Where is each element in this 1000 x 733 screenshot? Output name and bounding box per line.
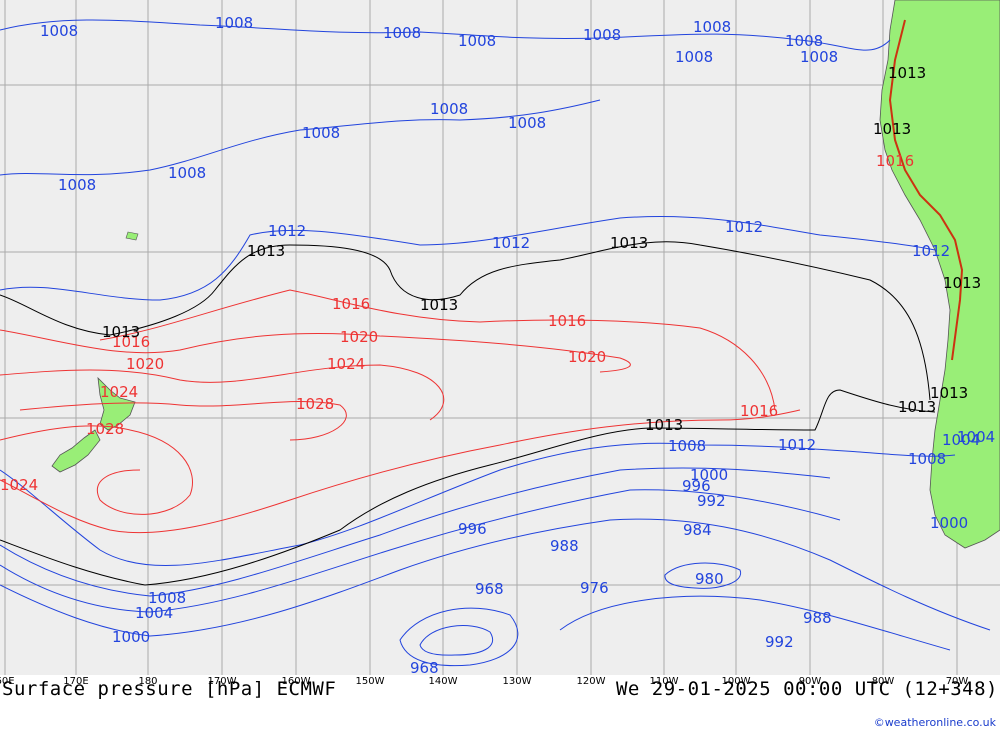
isobar-labels-low: 1008 1008 1008 1008 1008 1008 1008 1008 … — [40, 14, 995, 675]
isobar-label: 996 — [458, 520, 487, 538]
isobar-label: 1008 — [508, 114, 546, 132]
isobar-label: 1020 — [568, 348, 606, 366]
isobar-label: 1000 — [690, 466, 728, 484]
land-islands — [125, 231, 139, 241]
isobar-1013 — [0, 241, 936, 586]
isobar-label: 996 — [682, 477, 711, 495]
isobar-label: 1024 — [0, 476, 38, 494]
isobar-label: 984 — [683, 521, 712, 539]
longitude-label: 90W — [798, 676, 822, 687]
longitude-label: 60E — [0, 676, 15, 687]
isobar-label: 1008 — [458, 32, 496, 50]
isobar-label: 1012 — [492, 234, 530, 252]
isobar-label: 1020 — [340, 328, 378, 346]
longitude-label: 160W — [281, 676, 311, 687]
longitude-label: 180 — [138, 676, 158, 687]
longitude-label: 140W — [428, 676, 458, 687]
isobar-label: 1028 — [86, 420, 124, 438]
longitude-label: 150W — [355, 676, 385, 687]
isobar-label: 1013 — [898, 398, 936, 416]
isobar-label: 1016 — [740, 402, 778, 420]
isobar-label: 1004 — [957, 428, 995, 446]
isobar-label: 1024 — [100, 383, 138, 401]
isobar-label: 1008 — [430, 100, 468, 118]
isobar-label: 1013 — [610, 234, 648, 252]
longitude-label: 80W — [871, 676, 895, 687]
isobar-labels-high: 1016 1016 1016 1016 1020 1020 1020 1024 … — [0, 152, 914, 494]
isobar-label: 1013 — [930, 384, 968, 402]
isobar-label: 992 — [765, 633, 794, 651]
isobar-label: 1020 — [126, 355, 164, 373]
longitude-label: 170W — [207, 676, 237, 687]
isobar-label: 1008 — [583, 26, 621, 44]
isobar-label: 1008 — [215, 14, 253, 32]
isobar-label: 968 — [410, 659, 439, 675]
graticule — [0, 0, 1000, 675]
isobar-label: 1028 — [296, 395, 334, 413]
isobar-label: 1012 — [268, 222, 306, 240]
longitude-label: 170E — [63, 676, 89, 687]
land-south-america — [879, 0, 1000, 549]
longitude-label: 120W — [576, 676, 606, 687]
isobar-label: 1008 — [148, 589, 186, 607]
isobar-label: 1016 — [332, 295, 370, 313]
land-new-zealand — [51, 376, 136, 473]
isobar-label: 1016 — [876, 152, 914, 170]
longitude-label: 100W — [721, 676, 751, 687]
isobar-label: 988 — [550, 537, 579, 555]
isobar-label: 1013 — [247, 242, 285, 260]
isobar-label: 1012 — [778, 436, 816, 454]
footer-bar — [0, 675, 1000, 733]
map-title: Surface pressure [hPa] ECMWF — [2, 678, 337, 700]
isobar-label: 976 — [580, 579, 609, 597]
isobar-label: 1008 — [302, 124, 340, 142]
isobar-label: 1008 — [908, 450, 946, 468]
isobar-label: 1008 — [800, 48, 838, 66]
ocean-background — [0, 0, 1000, 675]
isobar-label: 1016 — [112, 333, 150, 351]
isobar-label: 1000 — [112, 628, 150, 646]
isobar-label: 1004 — [942, 431, 980, 449]
valid-time: We 29-01-2025 00:00 UTC (12+348) — [615, 678, 998, 700]
isobar-label: 1013 — [645, 416, 683, 434]
longitude-label: 70W — [945, 676, 969, 687]
isobar-label: 1008 — [693, 18, 731, 36]
isobars-low — [0, 19, 991, 667]
isobar-label: 1013 — [102, 323, 140, 341]
isobar-label: 1000 — [930, 514, 968, 532]
isobars-high — [0, 289, 801, 534]
isobar-label: 1024 — [327, 355, 365, 373]
longitude-label: 110W — [649, 676, 679, 687]
andes-relief — [888, 19, 964, 361]
credit-link[interactable]: ©weatheronline.co.uk — [873, 716, 996, 729]
isobar-label: 1008 — [58, 176, 96, 194]
isobar-label: 988 — [803, 609, 832, 627]
isobar-label: 968 — [475, 580, 504, 598]
isobar-labels-1013: 1013 1013 1013 1013 1013 1013 1013 1013 … — [102, 64, 981, 434]
isobar-label: 1012 — [912, 242, 950, 260]
isobar-label: 1016 — [548, 312, 586, 330]
isobar-label: 1008 — [168, 164, 206, 182]
isobar-label: 1008 — [40, 22, 78, 40]
longitude-label: 130W — [502, 676, 532, 687]
isobar-label: 1004 — [135, 604, 173, 622]
isobar-label: 1013 — [943, 274, 981, 292]
isobar-label: 992 — [697, 492, 726, 510]
isobar-label: 980 — [695, 570, 724, 588]
isobar-label: 1013 — [873, 120, 911, 138]
isobar-label: 1013 — [420, 296, 458, 314]
isobar-label: 1008 — [668, 437, 706, 455]
isobar-label: 1008 — [785, 32, 823, 50]
isobar-label: 1012 — [725, 218, 763, 236]
pressure-map: 1008 1008 1008 1008 1008 1008 1008 1008 … — [0, 0, 1000, 675]
isobar-label: 1008 — [383, 24, 421, 42]
isobar-label: 1008 — [675, 48, 713, 66]
isobar-label: 1013 — [888, 64, 926, 82]
